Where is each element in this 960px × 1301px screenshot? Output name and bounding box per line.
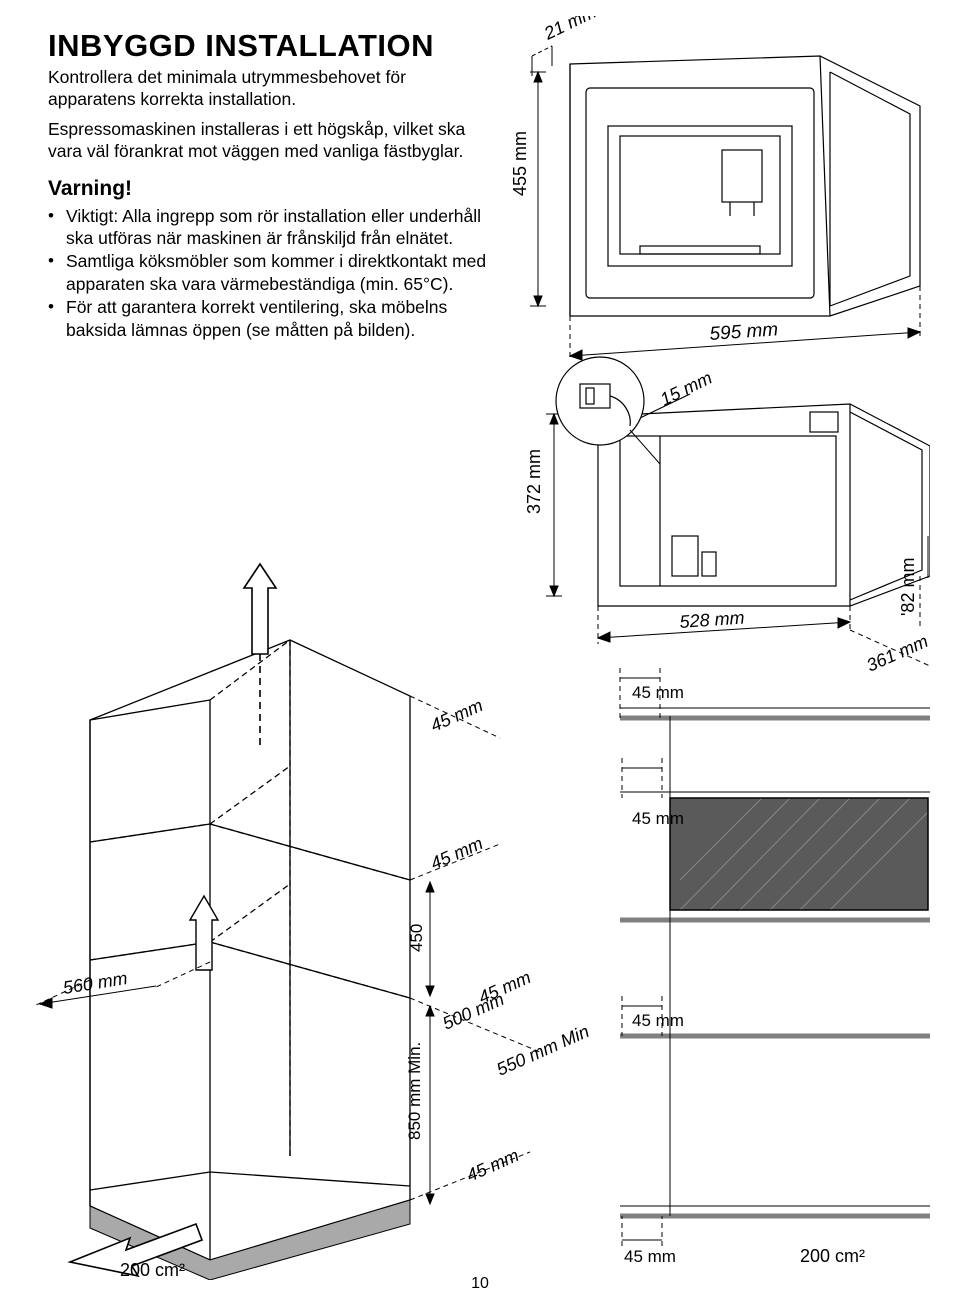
svg-text:45 mm: 45 mm — [624, 1247, 676, 1266]
svg-text:550 mm Min: 550 mm Min — [493, 1021, 592, 1080]
warning-heading: Varning! — [48, 177, 488, 201]
svg-text:45 mm: 45 mm — [463, 1145, 521, 1186]
warning-list: Viktigt: Alla ingrepp som rör installati… — [48, 205, 488, 341]
page-number: 10 — [471, 1275, 489, 1293]
svg-text:500 mm: 500 mm — [439, 989, 507, 1034]
intro-paragraph-2: Espressomaskinen installeras i ett högsk… — [48, 118, 488, 163]
svg-text:200 cm²: 200 cm² — [800, 1246, 865, 1266]
svg-text:850 mm Min.: 850 mm Min. — [405, 1042, 424, 1140]
list-item: Samtliga köksmöbler som kommer i direktk… — [48, 250, 488, 295]
list-item: Viktigt: Alla ingrepp som rör installati… — [48, 205, 488, 250]
svg-text:45 mm: 45 mm — [427, 695, 485, 736]
svg-text:45 mm: 45 mm — [632, 809, 684, 828]
svg-text:45 mm: 45 mm — [632, 1011, 684, 1030]
svg-text:21 mm: 21 mm — [540, 16, 599, 44]
svg-text:455 mm: 455 mm — [510, 131, 530, 196]
svg-text:15 mm: 15 mm — [657, 368, 715, 410]
cabinet-diagram: 560 mm 200 cm² 45 mm 45 mm 45 mm 45 mm 4… — [30, 560, 930, 1280]
intro-paragraph-1: Kontrollera det minimala utrymmesbehovet… — [48, 66, 488, 111]
svg-text:45 mm: 45 mm — [632, 683, 684, 702]
svg-text:372 mm: 372 mm — [524, 449, 544, 514]
svg-text:200 cm²: 200 cm² — [120, 1260, 185, 1280]
svg-text:595 mm: 595 mm — [709, 319, 779, 345]
page-title: INBYGGD INSTALLATION — [48, 28, 488, 64]
list-item: För att garantera korrekt ventilering, s… — [48, 296, 488, 341]
svg-text:450: 450 — [407, 924, 426, 952]
svg-text:560 mm: 560 mm — [61, 968, 128, 998]
